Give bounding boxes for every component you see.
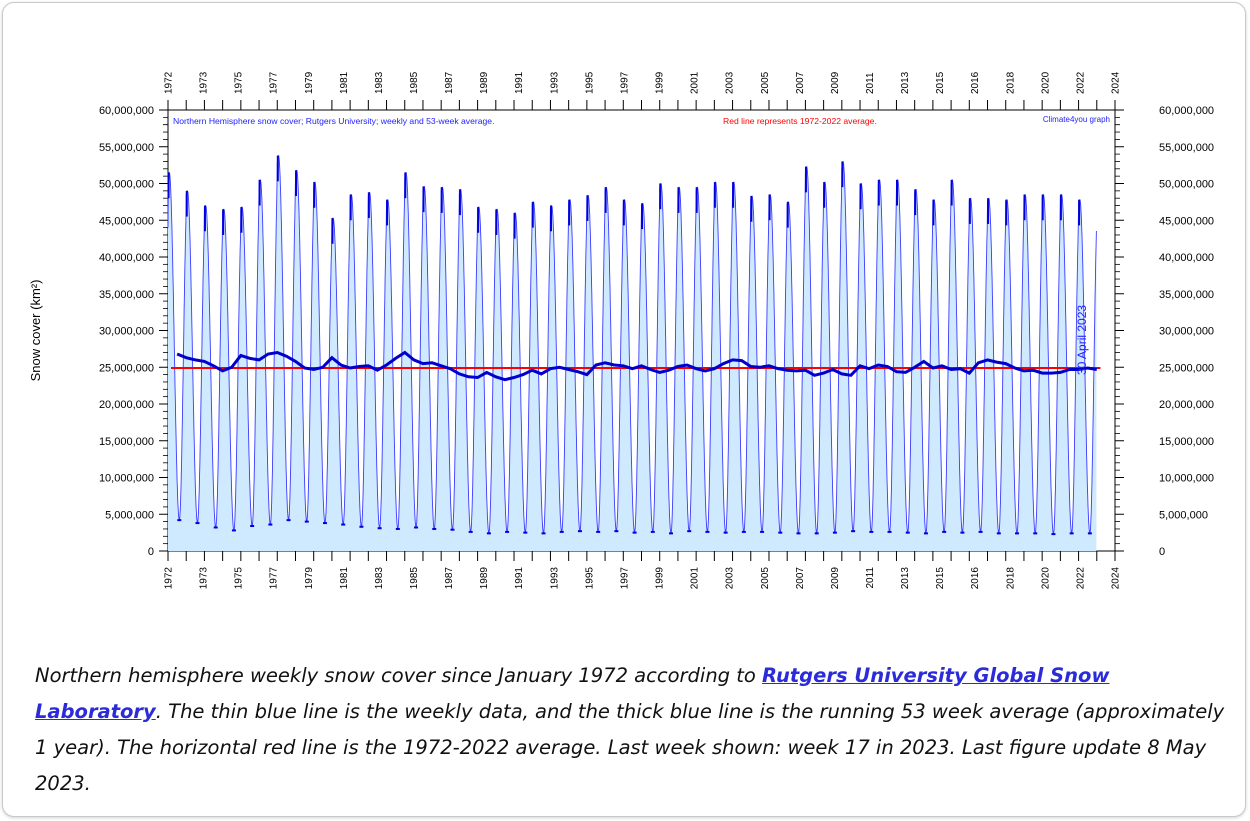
y-tick-label-left: 20,000,000 (99, 399, 154, 411)
y-tick-label-right: 15,000,000 (1159, 436, 1214, 448)
y-tick-label-left: 60,000,000 (99, 105, 154, 117)
y-tick-label-right: 10,000,000 (1159, 473, 1214, 485)
x-tick-label-top: 1995 (584, 71, 595, 94)
x-tick-label-top: 2005 (760, 71, 771, 94)
x-tick-label-bottom: 2015 (935, 567, 946, 590)
chart-title: Northern Hemisphere snow cover; Rutgers … (173, 116, 494, 126)
x-tick-label-bottom: 2007 (795, 567, 806, 590)
y-tick-label-left: 55,000,000 (99, 142, 154, 154)
caption-prefix: Northern hemisphere weekly snow cover si… (35, 664, 763, 687)
x-tick-label-bottom: 1995 (584, 567, 595, 590)
x-tick-label-bottom: 2001 (690, 567, 701, 590)
x-tick-label-top: 1985 (409, 71, 420, 94)
x-tick-label-bottom: 1993 (549, 567, 560, 590)
x-tick-label-bottom: 2003 (725, 567, 736, 590)
y-tick-label-right: 50,000,000 (1159, 179, 1214, 191)
x-tick-label-top: 2013 (900, 71, 911, 94)
x-tick-label-top: 2018 (1005, 71, 1016, 94)
x-tick-label-bottom: 1979 (304, 567, 315, 590)
x-tick-label-bottom: 2022 (1075, 567, 1086, 590)
x-tick-label-top: 2011 (865, 72, 876, 94)
x-tick-label-bottom: 2009 (830, 567, 841, 590)
x-tick-label-bottom: 1985 (409, 567, 420, 590)
x-tick-label-top: 1972 (164, 71, 175, 94)
x-tick-label-top: 1999 (655, 71, 666, 94)
x-tick-label-bottom: 1981 (339, 567, 350, 590)
x-tick-label-bottom: 1987 (444, 567, 455, 590)
y-tick-label-right: 30,000,000 (1159, 326, 1214, 338)
y-tick-label-right: 45,000,000 (1159, 215, 1214, 227)
x-tick-label-top: 1981 (339, 71, 350, 94)
y-tick-label-right: 40,000,000 (1159, 252, 1214, 264)
y-tick-label-left: 50,000,000 (99, 179, 154, 191)
weekly-snow-cover-area (168, 155, 1097, 551)
x-tick-label-top: 2022 (1075, 71, 1086, 94)
y-tick-label-left: 5,000,000 (105, 509, 154, 521)
x-tick-label-top: 1991 (514, 71, 525, 94)
x-tick-label-bottom: 1991 (514, 567, 525, 590)
x-tick-label-bottom: 1977 (269, 567, 280, 590)
x-tick-label-top: 1983 (374, 71, 385, 94)
y-tick-label-left: 0 (148, 546, 154, 558)
snow-cover-chart: 0 0 5,000,000 5,000,000 10,000,000 10,000,000… (28, 71, 1214, 590)
y-tick-label-right: 55,000,000 (1159, 142, 1214, 154)
x-tick-label-bottom: 2018 (1005, 567, 1016, 590)
chart-credit: Climate4you graph (1043, 115, 1110, 124)
x-tick-label-top: 1977 (269, 71, 280, 94)
x-tick-label-bottom: 2013 (900, 567, 911, 590)
x-tick-label-bottom: 1983 (374, 567, 385, 590)
x-tick-label-bottom: 1989 (479, 567, 490, 590)
x-tick-label-bottom: 1975 (234, 567, 245, 590)
x-tick-label-top: 1997 (619, 71, 630, 94)
y-tick-label-left: 35,000,000 (99, 289, 154, 301)
y-tick-label-right: 25,000,000 (1159, 362, 1214, 374)
x-tick-label-bottom: 2016 (970, 567, 981, 590)
last-date-label: 30 April 2023 (1075, 304, 1089, 375)
x-tick-label-bottom: 1997 (619, 567, 630, 590)
x-tick-label-top: 2001 (690, 71, 701, 94)
y-tick-label-left: 10,000,000 (99, 473, 154, 485)
y-tick-label-right: 5,000,000 (1159, 509, 1208, 521)
x-tick-label-top: 1989 (479, 71, 490, 94)
x-tick-label-bottom: 2005 (760, 567, 771, 590)
x-tick-label-top: 2007 (795, 71, 806, 94)
x-tick-label-top: 1979 (304, 71, 315, 94)
x-tick-label-bottom: 2024 (1111, 567, 1122, 590)
y-tick-label-left: 45,000,000 (99, 215, 154, 227)
x-tick-label-bottom: 2020 (1040, 567, 1051, 590)
y-tick-label-right: 0 (1159, 546, 1165, 558)
y-tick-label-left: 25,000,000 (99, 362, 154, 374)
y-axis-label: Snow cover (km²) (28, 280, 43, 382)
y-tick-label-left: 30,000,000 (99, 326, 154, 338)
y-tick-label-left: 15,000,000 (99, 436, 154, 448)
x-tick-label-top: 1993 (549, 71, 560, 94)
x-tick-label-top: 2024 (1111, 71, 1122, 94)
x-tick-label-top: 1973 (199, 71, 210, 94)
x-tick-label-bottom: 1999 (655, 567, 666, 590)
x-tick-label-top: 2020 (1040, 71, 1051, 94)
figure-caption: Northern hemisphere weekly snow cover si… (35, 658, 1225, 802)
chart-title-red-note: Red line represents 1972-2022 average. (723, 116, 877, 126)
running-53-week-average-line (176, 350, 1098, 382)
caption-suffix: . The thin blue line is the weekly data,… (35, 700, 1225, 795)
x-tick-label-top: 1987 (444, 71, 455, 94)
y-tick-label-right: 20,000,000 (1159, 399, 1214, 411)
x-tick-label-top: 2003 (725, 71, 736, 94)
x-tick-label-bottom: 1973 (199, 567, 210, 590)
y-tick-label-right: 35,000,000 (1159, 289, 1214, 301)
y-tick-label-right: 60,000,000 (1159, 105, 1214, 117)
x-tick-label-bottom: 1972 (164, 567, 175, 590)
weekly-snow-cover-line (167, 155, 1097, 536)
rutgers-link[interactable]: Rutgers University Global Snow Laborator… (35, 664, 1110, 723)
x-tick-label-top: 2015 (935, 71, 946, 94)
x-tick-label-bottom: 2011 (865, 567, 876, 589)
x-tick-label-top: 2009 (830, 71, 841, 94)
x-tick-label-top: 1975 (234, 71, 245, 94)
y-tick-label-left: 40,000,000 (99, 252, 154, 264)
x-tick-label-top: 2016 (970, 71, 981, 94)
